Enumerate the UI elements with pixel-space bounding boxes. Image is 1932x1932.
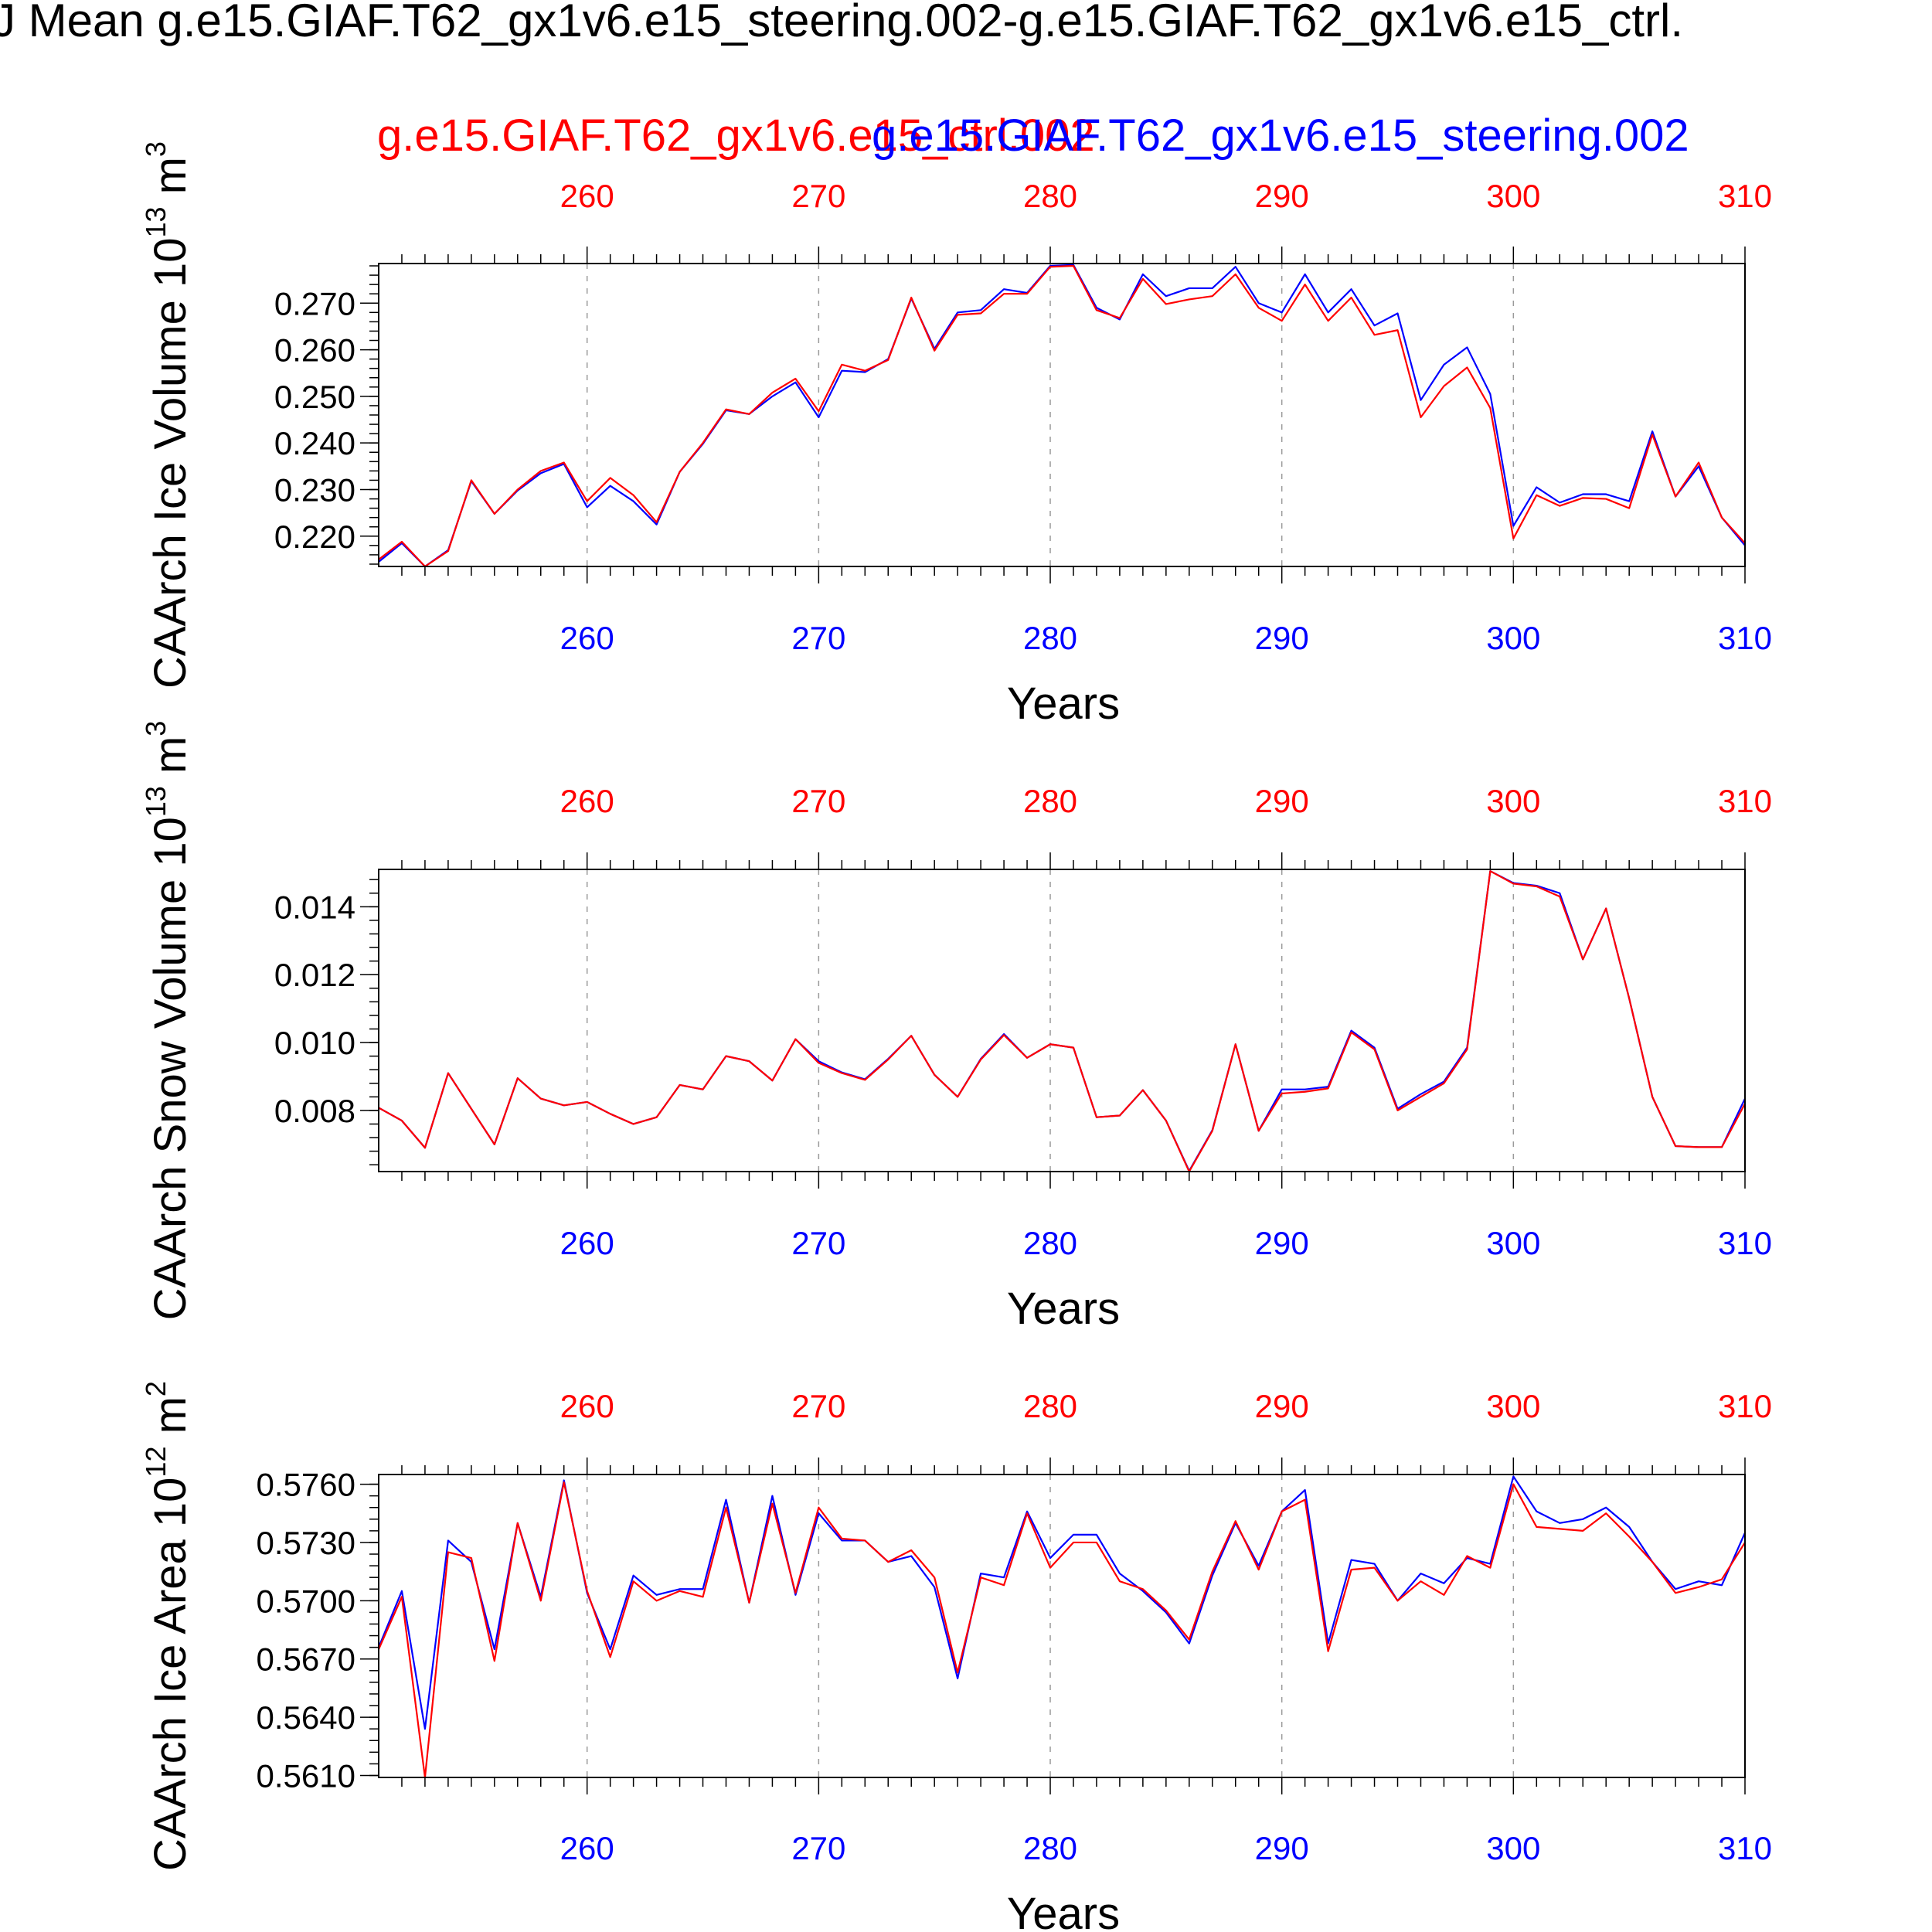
y-tick-label: 0.014	[274, 889, 355, 925]
y-tick-label: 0.240	[274, 425, 355, 461]
series-line-ctrl	[378, 264, 1746, 568]
y-tick-label: 0.5670	[257, 1641, 355, 1678]
panel-2: 0.008 0.010 0.012 0.014 260 260 270 270 280 280 29…	[140, 721, 1772, 1334]
series-line-steering	[377, 1475, 1747, 1730]
x-tick-label-top: 300	[1486, 783, 1540, 819]
x-tick-label-top: 290	[1255, 783, 1309, 819]
x-tick-label-top: 300	[1486, 178, 1540, 214]
plot-frame	[378, 869, 1746, 1172]
x-tick-label-top: 280	[1023, 783, 1077, 819]
x-tick-label-bottom: 310	[1718, 1830, 1772, 1866]
x-tick-label-top: 310	[1718, 178, 1772, 214]
x-tick-label-top: 290	[1255, 1388, 1309, 1424]
y-tick-label: 0.5640	[257, 1699, 355, 1736]
y-tick-label: 0.260	[274, 332, 355, 369]
x-tick-label-top: 280	[1023, 1388, 1077, 1424]
x-tick-label-bottom: 260	[560, 1225, 614, 1261]
y-tick-label: 0.5610	[257, 1757, 355, 1794]
y-tick-label: 0.5700	[257, 1583, 355, 1619]
x-tick-label-bottom: 290	[1255, 1830, 1309, 1866]
x-tick-label-bottom: 300	[1486, 620, 1540, 656]
panels: 0.220 0.230 0.240 0.250 0.260 0.270 260 260 270 2…	[140, 141, 1772, 1932]
x-tick-label-top: 280	[1023, 178, 1077, 214]
plot-frame	[378, 1474, 1746, 1778]
y-tick-label: 0.012	[274, 957, 355, 993]
series-line-ctrl	[377, 1481, 1746, 1779]
figure-title: J Mean g.e15.GIAF.T62_gx1v6.e15_steering…	[0, 0, 1683, 46]
x-axis-title: Years	[1007, 1889, 1120, 1932]
x-tick-label-bottom: 280	[1023, 1225, 1077, 1261]
y-tick-label: 0.230	[274, 471, 355, 508]
x-axis-title: Years	[1007, 1284, 1120, 1334]
x-tick-label-bottom: 280	[1023, 620, 1077, 656]
x-tick-label-bottom: 310	[1718, 620, 1772, 656]
y-axis-title: CAArch Ice Volume 1013 m3	[140, 141, 196, 689]
x-tick-label-top: 270	[791, 1388, 845, 1424]
x-tick-label-top: 310	[1718, 1388, 1772, 1424]
x-tick-label-top: 270	[791, 783, 845, 819]
y-tick-label: 0.008	[274, 1093, 355, 1129]
x-tick-label-top: 300	[1486, 1388, 1540, 1424]
x-tick-label-bottom: 270	[791, 1225, 845, 1261]
y-tick-label: 0.010	[274, 1025, 355, 1061]
x-tick-label-bottom: 270	[791, 620, 845, 656]
x-tick-label-bottom: 260	[560, 1830, 614, 1866]
x-tick-label-bottom: 300	[1486, 1830, 1540, 1866]
y-axis-title: CAArch Snow Volume 1013 m3	[140, 721, 196, 1321]
x-tick-label-bottom: 310	[1718, 1225, 1772, 1261]
y-tick-label: 0.5730	[257, 1525, 355, 1561]
series-line-steering	[378, 264, 1746, 568]
x-tick-label-top: 290	[1255, 178, 1309, 214]
x-tick-label-bottom: 260	[560, 620, 614, 656]
x-tick-label-bottom: 290	[1255, 620, 1309, 656]
x-tick-label-top: 270	[791, 178, 845, 214]
panel-3: 0.5610 0.5640 0.5670 0.5700 0.5730 0.5760 260 2…	[140, 1381, 1772, 1932]
legend-ctrl-run: g.e15.GIAF.T62_gx1v6.e15_ctrl.002	[377, 111, 1095, 161]
y-tick-label: 0.220	[274, 519, 355, 555]
y-axis-title: CAArch Ice Area 1012 m2	[140, 1381, 196, 1871]
legend-steering-run: g.e15.GIAF.T62_gx1v6.e15_steering.002	[872, 111, 1689, 161]
x-tick-label-bottom: 280	[1023, 1830, 1077, 1866]
series-line-ctrl	[378, 870, 1746, 1173]
y-tick-label: 0.270	[274, 285, 355, 321]
series-line-steering	[378, 870, 1746, 1172]
x-tick-label-top: 310	[1718, 783, 1772, 819]
x-tick-label-bottom: 300	[1486, 1225, 1540, 1261]
x-tick-label-bottom: 290	[1255, 1225, 1309, 1261]
y-tick-label: 0.5760	[257, 1467, 355, 1503]
x-tick-label-bottom: 270	[791, 1830, 845, 1866]
x-tick-label-top: 260	[560, 783, 614, 819]
y-tick-label: 0.250	[274, 379, 355, 415]
x-tick-label-top: 260	[560, 178, 614, 214]
plot-frame	[378, 263, 1746, 567]
x-tick-label-top: 260	[560, 1388, 614, 1424]
x-axis-title: Years	[1007, 679, 1120, 729]
panel-1: 0.220 0.230 0.240 0.250 0.260 0.270 260 260 270 2…	[140, 141, 1772, 729]
